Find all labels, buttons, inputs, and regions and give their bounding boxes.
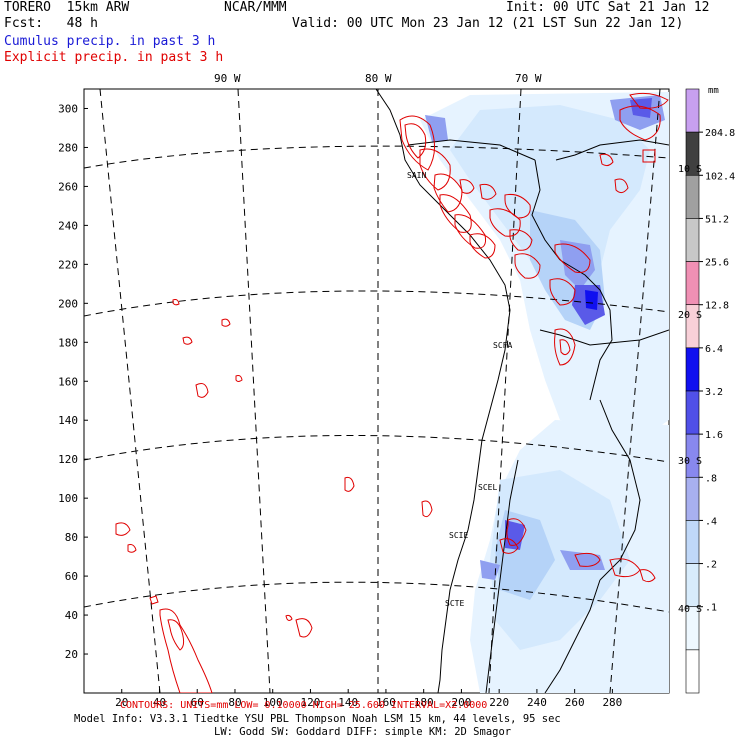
x-tick-label: 80 xyxy=(228,696,241,709)
colorbar-swatch xyxy=(685,649,700,694)
x-tick-label: 280 xyxy=(602,696,622,709)
lat-label-40s: 40 S xyxy=(678,604,702,615)
station-label: SCEL xyxy=(478,483,497,492)
y-tick-label: 240 xyxy=(58,219,78,232)
lat-label-10s: 10 S xyxy=(678,164,702,175)
x-tick-label: 40 xyxy=(153,696,166,709)
station-label: SAIN xyxy=(407,171,426,180)
colorbar-swatch xyxy=(685,563,700,608)
precip-colorbar: 204.8 102.4 51.2 25.6 12.8 6.4 3.2 1.6 .8 .4 .2 .1 xyxy=(685,88,735,694)
colorbar-level-label: 204.8 xyxy=(705,128,735,139)
colorbar-level-label: .4 xyxy=(705,516,717,527)
colorbar-level-label: 102.4 xyxy=(705,171,735,182)
explicit-field-label: Explicit precip. in past 3 h xyxy=(4,50,224,65)
x-tick-label: 220 xyxy=(489,696,509,709)
x-tick-label: 240 xyxy=(527,696,547,709)
colorbar-level-label: .8 xyxy=(705,473,717,484)
y-tick-label: 180 xyxy=(58,336,78,349)
station-labels: SAIN SCFA SCEL SCIE SCTE xyxy=(407,171,512,608)
y-tick-label: 280 xyxy=(58,141,78,154)
station-label: SCFA xyxy=(493,341,512,350)
colorbar-level-label: 25.6 xyxy=(705,258,729,269)
lat-label-20s: 20 S xyxy=(678,310,702,321)
x-tick-label: 180 xyxy=(414,696,434,709)
colorbar-swatch xyxy=(685,218,700,262)
valid-time: Valid: 00 UTC Mon 23 Jan 12 (21 LST Sun … xyxy=(292,16,684,31)
contour-info: CONTOURS: UNITS=mm LOW= 0.10000 HIGH= 25… xyxy=(120,700,487,711)
colorbar-swatch xyxy=(685,88,700,133)
colorbar-swatch xyxy=(685,476,700,521)
colorbar-level-label: 3.2 xyxy=(705,387,723,398)
station-label: SCIE xyxy=(449,531,468,540)
colorbar-swatch xyxy=(685,390,700,435)
colorbar-unit: mm xyxy=(708,86,719,96)
y-tick-label: 80 xyxy=(65,531,78,544)
x-tick-label: 260 xyxy=(565,696,585,709)
colorbar-level-label: 1.6 xyxy=(705,430,723,441)
colorbar-level-label: 51.2 xyxy=(705,214,729,225)
x-tick-label: 140 xyxy=(338,696,358,709)
colorbar-level-label: 12.8 xyxy=(705,301,729,312)
colorbar-level-label: 6.4 xyxy=(705,344,723,355)
y-tick-label: 40 xyxy=(65,609,78,622)
model-title: TORERO 15km ARW xyxy=(4,0,130,15)
y-axis-ticks: 300 280 260 240 220 200 180 160 140 120 100 80 60 40 2… xyxy=(58,102,88,661)
explicit-precip-contours xyxy=(115,92,669,693)
y-tick-label: 140 xyxy=(58,414,78,427)
y-tick-label: 300 xyxy=(58,102,78,115)
x-tick-label: 100 xyxy=(263,696,283,709)
y-tick-label: 60 xyxy=(65,570,78,583)
y-tick-label: 220 xyxy=(58,258,78,271)
x-tick-label: 120 xyxy=(301,696,321,709)
x-axis-ticks: 20 40 60 80 100 120 140 160 180 200 220 240 260 280 xyxy=(115,689,622,709)
lon-label-70w: 70 W xyxy=(515,72,542,85)
physics-info: LW: Godd SW: Goddard DIFF: simple KM: 2D… xyxy=(214,726,511,738)
y-tick-label: 260 xyxy=(58,180,78,193)
x-tick-label: 20 xyxy=(115,696,128,709)
colorbar-swatch xyxy=(685,174,700,219)
model-info: Model Info: V3.3.1 Tiedtke YSU PBL Thomp… xyxy=(74,713,561,725)
colorbar-level-label: .2 xyxy=(705,560,717,571)
x-tick-label: 160 xyxy=(376,696,396,709)
y-tick-label: 20 xyxy=(65,648,78,661)
cumulus-field-label: Cumulus precip. in past 3 h xyxy=(4,34,216,49)
lon-label-90w: 90 W xyxy=(214,72,241,85)
organization-label: NCAR/MMM xyxy=(224,0,287,15)
lon-label-80w: 80 W xyxy=(365,72,392,85)
y-tick-label: 100 xyxy=(58,492,78,505)
cumulus-precip-shading xyxy=(420,92,669,693)
y-tick-label: 200 xyxy=(58,297,78,310)
colorbar-swatch xyxy=(685,520,700,564)
x-tick-label: 200 xyxy=(451,696,471,709)
colorbar-swatch xyxy=(685,261,700,306)
x-tick-label: 60 xyxy=(191,696,204,709)
station-label: SCTE xyxy=(445,599,464,608)
colorbar-level-label: .1 xyxy=(705,603,717,614)
colorbar-swatch xyxy=(685,347,700,392)
init-time: Init: 00 UTC Sat 21 Jan 12 xyxy=(506,0,710,15)
coastlines xyxy=(375,89,669,693)
y-tick-label: 120 xyxy=(58,453,78,466)
lat-label-30s: 30 S xyxy=(678,456,702,467)
forecast-hour: Fcst: 48 h xyxy=(4,16,98,31)
y-tick-label: 160 xyxy=(58,375,78,388)
lat-lon-grid xyxy=(84,89,669,693)
